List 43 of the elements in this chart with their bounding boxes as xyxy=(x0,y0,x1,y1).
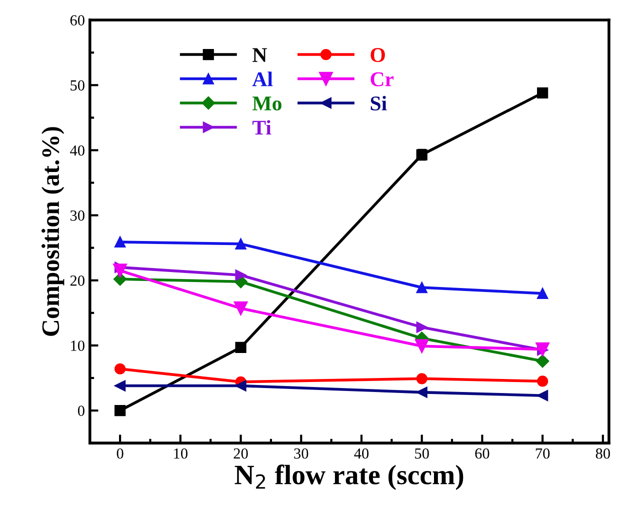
legend-label: Mo xyxy=(252,96,282,110)
point xyxy=(234,301,248,316)
point xyxy=(537,288,548,299)
point xyxy=(537,390,548,402)
point xyxy=(235,238,246,250)
point xyxy=(537,87,548,98)
legend-label: Ti xyxy=(252,120,272,135)
x-tick-label: 0 xyxy=(116,448,124,459)
x-tick-label: 40 xyxy=(354,448,369,459)
y-tick-label: 40 xyxy=(70,145,84,156)
x-tick-label: 20 xyxy=(234,448,248,459)
point xyxy=(416,322,428,333)
point xyxy=(114,363,126,374)
x-tick-label: 70 xyxy=(536,448,550,459)
legend-label: O xyxy=(370,48,385,62)
x-tick-label: 50 xyxy=(415,448,429,459)
legend-label: Cr xyxy=(370,72,394,86)
legend-label: N xyxy=(252,48,267,62)
x-tick-label: 10 xyxy=(174,448,188,459)
x-tick-label: 80 xyxy=(596,448,610,459)
point xyxy=(416,373,428,384)
point xyxy=(113,264,128,278)
point xyxy=(114,404,126,416)
x-tick-label: 60 xyxy=(475,448,490,459)
y-tick-label: 0 xyxy=(78,406,84,416)
point xyxy=(536,354,550,368)
x-axis-title: N$_{2}$ flow rate (sccm) xyxy=(234,464,464,490)
x-tick-label: 30 xyxy=(294,448,308,459)
point xyxy=(114,380,126,392)
point xyxy=(114,236,126,248)
y-tick-label: 20 xyxy=(70,276,84,286)
y-tick-label: 10 xyxy=(71,340,84,351)
y-tick-label: 60 xyxy=(70,15,84,26)
point xyxy=(235,270,246,281)
point xyxy=(235,342,246,353)
y-tick-label: 50 xyxy=(70,80,84,91)
legend-label: Si xyxy=(370,96,387,110)
point xyxy=(416,282,428,294)
y-tick-label: 30 xyxy=(70,210,84,221)
y-axis-title: Composition (at.%) xyxy=(42,127,64,336)
point xyxy=(537,376,548,387)
point xyxy=(414,339,429,354)
legend-label: Al xyxy=(252,72,273,86)
